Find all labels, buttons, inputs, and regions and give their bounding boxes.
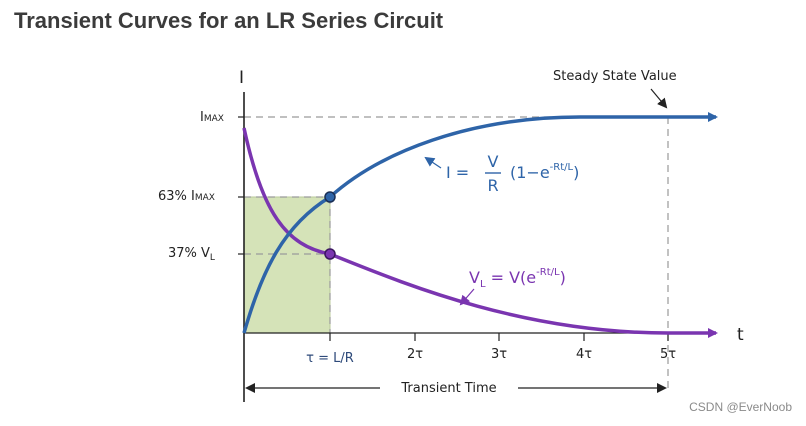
current-eq-pointer (424, 156, 442, 169)
imax-label: IMAX (200, 110, 224, 125)
imax-sub: MAX (204, 114, 224, 124)
pct63-main: 63% I (158, 189, 195, 204)
x-tick-label-1: τ = L/R (306, 351, 354, 366)
pct37-main: 37% V (168, 246, 210, 261)
steady-state-pointer (650, 88, 668, 109)
eq-voltage: VL = V(e-Rt/L) (469, 267, 566, 290)
eq-current-den: R (487, 176, 498, 195)
page-title: Transient Curves for an LR Series Circui… (14, 8, 444, 33)
voltage-tau-marker (324, 248, 336, 260)
voltage-eq-pointer (459, 288, 475, 306)
eq-current-rest: (1−e-Rt/L) (510, 162, 579, 182)
eq-current-close: ) (573, 163, 579, 182)
x-tick-label-3: 3τ (491, 347, 507, 362)
x-tick-label-5: 5τ (660, 347, 676, 362)
watermark: CSDN @EverNoob (689, 400, 792, 414)
eq-voltage-close: ) (560, 268, 566, 287)
eq-current-exp: -Rt/L (550, 162, 574, 173)
pct63-label: 63% IMAX (158, 189, 215, 204)
tau-region (243, 196, 331, 334)
x-tick-label-4: 4τ (576, 347, 592, 362)
pct63-sub: MAX (195, 193, 215, 203)
voltage-decay-curve (242, 127, 718, 338)
x-tick-marks (329, 333, 669, 341)
pct37-label: 37% VL (168, 246, 215, 263)
y-tick-marks (238, 116, 244, 255)
eq-current-lhs: I = (446, 163, 469, 182)
pct37-sub: L (210, 253, 215, 263)
eq-current-num: V (488, 152, 499, 171)
eq-voltage-exp: -Rt/L (536, 267, 560, 278)
eq-current-rest-main: (1−e (510, 163, 550, 182)
imax-i: I (200, 110, 204, 125)
transient-time-label: Transient Time (400, 381, 496, 396)
eq-voltage-sub: L (480, 279, 486, 290)
axis-t-label: t (737, 325, 744, 345)
current-rise-curve (242, 112, 718, 334)
eq-voltage-mid: = V(e (486, 268, 537, 287)
eq-voltage-v: V (469, 268, 480, 287)
x-tick-label-2: 2τ (407, 347, 423, 362)
axis-i-label: I (239, 68, 244, 88)
current-tau-marker (324, 191, 336, 203)
steady-state-label: Steady State Value (553, 69, 677, 84)
